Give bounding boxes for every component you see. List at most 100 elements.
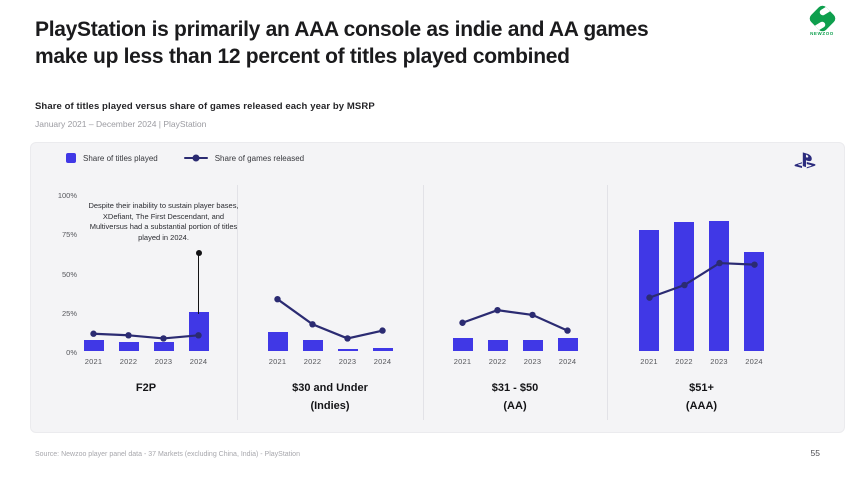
x-tick-aa-2023: 2023: [523, 357, 542, 366]
x-tick-aaa-2024: 2024: [745, 357, 763, 366]
point-aaa-2024: [750, 261, 758, 268]
chart-panels: 2021 2022 2023 2024 F2P 2021 2022 2023 2024 $30 a…: [31, 143, 844, 432]
x-tick-f2p-2022: 2022: [119, 357, 138, 366]
x-tick-f2p-2024: 2024: [189, 357, 208, 366]
x-tick-aa-2021: 2021: [453, 357, 472, 366]
bar-aaa-2024: [744, 252, 764, 351]
x-tick-aaa-2022: 2022: [675, 357, 693, 366]
point-aa-2021: [459, 319, 466, 326]
point-indies-2023: [344, 335, 351, 342]
bar-aaa-2023: [709, 220, 729, 351]
legend-item-games-released: Share of games released: [183, 153, 305, 163]
caption-label: $31 - $50: [491, 382, 539, 394]
panel-f2p: 2021 2022 2023 2024 F2P: [31, 143, 237, 432]
point-indies-2022: [309, 321, 316, 328]
panel-aa: 2021 2022 2023 2024 $31 - $50 (AA): [423, 143, 607, 432]
x-axis-indies: 2021 2022 2023 2024: [260, 357, 400, 366]
panel-caption-aa: $31 - $50 (AA): [415, 380, 615, 415]
bar-aa-2023: [522, 340, 543, 351]
legend-label: Share of games released: [214, 153, 305, 163]
caption-label: $51+: [689, 382, 714, 394]
plot-area-aaa: [632, 176, 772, 351]
bar-indies-2022: [302, 340, 323, 351]
point-f2p-2023: [160, 335, 167, 342]
source-note: Source: Newzoo player panel data - 37 Ma…: [35, 451, 300, 458]
page-title: PlayStation is primarily an AAA console …: [35, 18, 649, 69]
x-tick-indies-2022: 2022: [303, 357, 322, 366]
bar-aa-2021: [452, 338, 473, 351]
point-aa-2024: [564, 327, 571, 334]
chart-subtitle: Share of titles played versus share of g…: [35, 101, 375, 112]
x-tick-aaa-2021: 2021: [640, 357, 658, 366]
x-tick-aa-2022: 2022: [488, 357, 507, 366]
point-aaa-2021: [645, 294, 653, 301]
playstation-logo-icon: [794, 152, 816, 169]
chart-legend: Share of titles played Share of games re…: [66, 153, 304, 163]
x-tick-f2p-2021: 2021: [84, 357, 103, 366]
point-f2p-2021: [90, 330, 97, 337]
x-tick-f2p-2023: 2023: [154, 357, 173, 366]
line-series-f2p: [90, 330, 202, 342]
plot-area-indies: [260, 176, 400, 351]
point-aaa-2022: [680, 281, 688, 289]
y-axis-tick-75: 75%: [61, 230, 77, 240]
newzoo-logo: NEWZOO: [805, 3, 839, 36]
x-axis-f2p: 2021 2022 2023 2024: [76, 357, 216, 366]
point-f2p-2024: [195, 332, 202, 339]
point-aaa-2023: [715, 259, 723, 267]
caption-sublabel: (AAA): [685, 399, 718, 412]
x-tick-indies-2021: 2021: [268, 357, 287, 366]
point-indies-2021: [274, 295, 281, 303]
plot-area-f2p: [76, 176, 216, 351]
point-indies-2024: [379, 327, 386, 334]
annotation-pointer-line: [197, 252, 200, 314]
x-tick-aaa-2023: 2023: [710, 357, 728, 366]
panel-caption-indies: $30 and Under (Indies): [230, 380, 430, 415]
x-tick-aa-2024: 2024: [558, 357, 577, 366]
x-axis-aa: 2021 2022 2023 2024: [445, 357, 585, 366]
y-axis-tick-100: 100%: [57, 191, 77, 200]
bar-aaa-2021: [639, 230, 659, 351]
caption-label: F2P: [135, 382, 157, 394]
bar-aa-2024: [557, 338, 578, 351]
panel-aaa: 2021 2022 2023 2024 $51+ (AAA): [607, 143, 846, 432]
x-tick-indies-2023: 2023: [338, 357, 357, 366]
bar-indies-2021: [267, 332, 288, 351]
x-tick-indies-2024: 2024: [373, 357, 392, 366]
caption-sublabel: (AA): [503, 399, 527, 412]
panel-caption-f2p: F2P: [46, 380, 246, 398]
line-series-aaa: [645, 259, 758, 301]
bar-f2p-2021: [83, 340, 104, 351]
newzoo-diamond-icon: [807, 3, 837, 34]
line-series-aa: [459, 306, 571, 334]
caption-label: $30 and Under: [292, 382, 368, 394]
chart-card: Share of titles played Share of games re…: [30, 142, 845, 433]
point-aa-2022: [494, 306, 501, 314]
bar-f2p-2024: [188, 311, 209, 351]
bar-f2p-2022: [118, 341, 139, 351]
x-axis-aaa: 2021 2022 2023 2024: [632, 357, 772, 366]
bar-f2p-2023: [153, 341, 174, 351]
y-axis-tick-50: 50%: [61, 269, 77, 279]
caption-sublabel: (Indies): [310, 399, 350, 412]
y-axis-tick-25: 25%: [61, 308, 77, 318]
line-series-indies: [274, 295, 386, 342]
point-aa-2023: [529, 311, 536, 319]
legend-label: Share of titles played: [83, 153, 158, 163]
newzoo-pill-shape: [818, 5, 832, 17]
bar-indies-2023: [337, 349, 358, 351]
legend-item-titles-played: Share of titles played: [66, 153, 158, 163]
line-swatch-icon: [183, 156, 208, 160]
bar-indies-2024: [372, 347, 393, 351]
newzoo-logo-text: NEWZOO: [810, 31, 834, 36]
chart-period: January 2021 – December 2024 | PlayStati…: [35, 119, 207, 129]
bar-swatch-icon: [66, 153, 76, 163]
annotation-text: Despite their inability to sustain playe…: [88, 201, 239, 242]
point-f2p-2022: [125, 332, 132, 339]
plot-area-aa: [445, 176, 585, 351]
page-number: 55: [810, 448, 820, 458]
panel-indies: 2021 2022 2023 2024 $30 and Under (Indies): [237, 143, 423, 432]
y-axis-tick-0: 0%: [66, 348, 77, 357]
bar-aa-2022: [487, 340, 508, 351]
panel-caption-aaa: $51+ (AAA): [602, 380, 802, 415]
